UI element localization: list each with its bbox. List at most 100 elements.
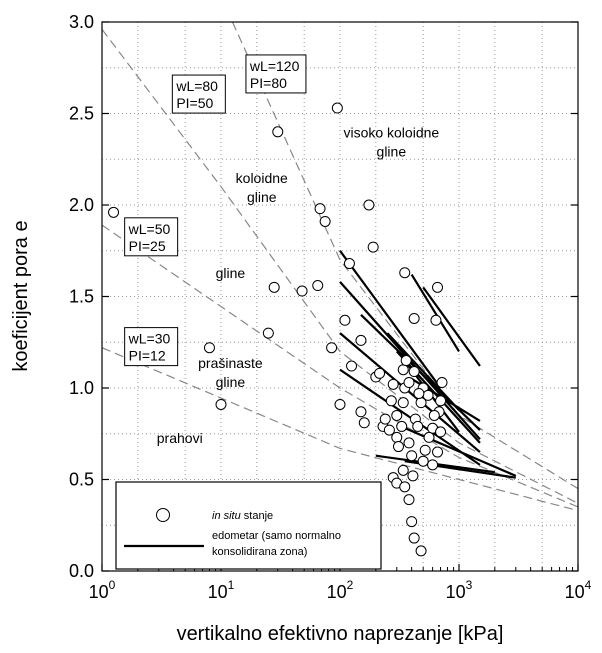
in-situ-point (412, 420, 424, 432)
x-tick-label: 101 (208, 578, 235, 602)
in-situ-point (417, 455, 429, 467)
x-tick-base: 10 (446, 582, 466, 602)
boundary-label-wl: wL=30 (128, 331, 171, 347)
boundary-label-pi: PI=25 (129, 238, 166, 254)
in-situ-point (367, 241, 379, 253)
oedometer-line (422, 286, 481, 367)
x-tick-label: 104 (565, 578, 592, 602)
in-situ-point (387, 378, 399, 390)
region-labels: prahovi prašinaste gline gline koloidne gline… (157, 124, 440, 446)
boundary-label-pi: PI=80 (250, 75, 287, 91)
region-label: gline (377, 143, 407, 159)
oedometer-line (396, 423, 517, 477)
in-situ-point (343, 258, 355, 270)
y-tick-label: 0.5 (69, 470, 94, 490)
x-tick-exponent: 2 (347, 578, 354, 592)
boundary-label-box (171, 74, 226, 114)
in-situ-point (385, 395, 397, 407)
boundary-line-4 (231, 21, 579, 490)
in-situ-point (403, 437, 415, 449)
in-situ-point (374, 367, 386, 379)
in-situ-point (435, 426, 447, 438)
in-situ-point (403, 494, 415, 506)
y-tick-label: 1.5 (69, 287, 94, 307)
legend-oedometer-label-line-2: konsolidirana zona) (212, 546, 307, 558)
in-situ-point (355, 334, 367, 346)
in-situ-point (358, 417, 370, 429)
in-situ-point (334, 398, 346, 410)
in-situ-points (108, 102, 448, 557)
region-label: gline (216, 374, 246, 390)
legend-in-situ-rest: stanje (241, 510, 273, 522)
legend-box (115, 481, 382, 570)
x-tick-base: 10 (565, 582, 585, 602)
in-situ-point (331, 102, 343, 114)
in-situ-point (346, 360, 358, 372)
legend-in-situ-italic: in situ (212, 510, 241, 522)
legend: in situ stanje edometar (samo normalno k… (115, 481, 382, 570)
in-situ-point (428, 409, 440, 421)
in-situ-point (427, 459, 439, 471)
in-situ-point (363, 199, 375, 211)
in-situ-point (432, 281, 444, 293)
boundary-line-3 (101, 28, 579, 504)
boundary-line-1 (101, 347, 579, 512)
region-label: koloidne (236, 170, 288, 186)
oedometer-line (360, 314, 481, 431)
in-situ-point (397, 464, 409, 476)
in-situ-point (383, 424, 395, 436)
legend-oedometer-label-line-1: edometar (samo normalno (212, 530, 341, 542)
boundary-label-box (245, 54, 307, 94)
in-situ-point (262, 327, 274, 339)
in-situ-point (436, 377, 448, 389)
x-tick-base: 10 (208, 582, 228, 602)
in-situ-point (203, 342, 215, 354)
in-situ-point (399, 481, 411, 493)
boundary-label-pi: PI=50 (176, 95, 213, 111)
legend-circle-marker (156, 508, 170, 522)
x-tick-label: 102 (327, 578, 354, 602)
oedometer-line (339, 332, 481, 453)
in-situ-point (422, 389, 434, 401)
x-tick-exponent: 0 (109, 578, 116, 592)
in-situ-point (403, 377, 415, 389)
in-situ-point (326, 342, 338, 354)
y-tick-label: 2.5 (69, 104, 94, 124)
y-tick-label: 0.0 (69, 561, 94, 581)
in-situ-point (296, 285, 308, 297)
in-situ-point (430, 314, 442, 326)
in-situ-point (391, 409, 403, 421)
in-situ-point (108, 206, 120, 218)
in-situ-point (215, 398, 227, 410)
in-situ-point (396, 420, 408, 432)
oedometer-line (339, 368, 481, 466)
in-situ-point (272, 126, 284, 138)
in-situ-point (432, 446, 444, 458)
y-axis-title: koeficijent pora e (10, 220, 32, 371)
y-tick-label: 3.0 (69, 12, 94, 32)
in-situ-point (400, 355, 412, 367)
boundary-label-pi: PI=12 (129, 348, 166, 364)
in-situ-point (423, 431, 435, 443)
y-tick-label: 2.0 (69, 195, 94, 215)
in-situ-point (408, 312, 420, 324)
x-tick-label: 100 (89, 578, 116, 602)
in-situ-point (406, 450, 418, 462)
boundary-label-box (124, 217, 179, 257)
in-situ-point (397, 364, 409, 376)
in-situ-point (379, 413, 391, 425)
boundary-label-wl: wL=120 (249, 58, 300, 74)
in-situ-point (312, 280, 324, 292)
region-label: prahovi (157, 430, 203, 446)
in-situ-point (391, 431, 403, 443)
region-label: gline (216, 265, 246, 281)
in-situ-point (415, 545, 427, 557)
region-label: gline (247, 189, 277, 205)
x-tick-exponent: 3 (466, 578, 473, 592)
in-situ-point (413, 387, 425, 399)
region-label: prašinaste (198, 355, 263, 371)
oedometer-line (339, 250, 442, 389)
in-situ-point (397, 397, 409, 409)
